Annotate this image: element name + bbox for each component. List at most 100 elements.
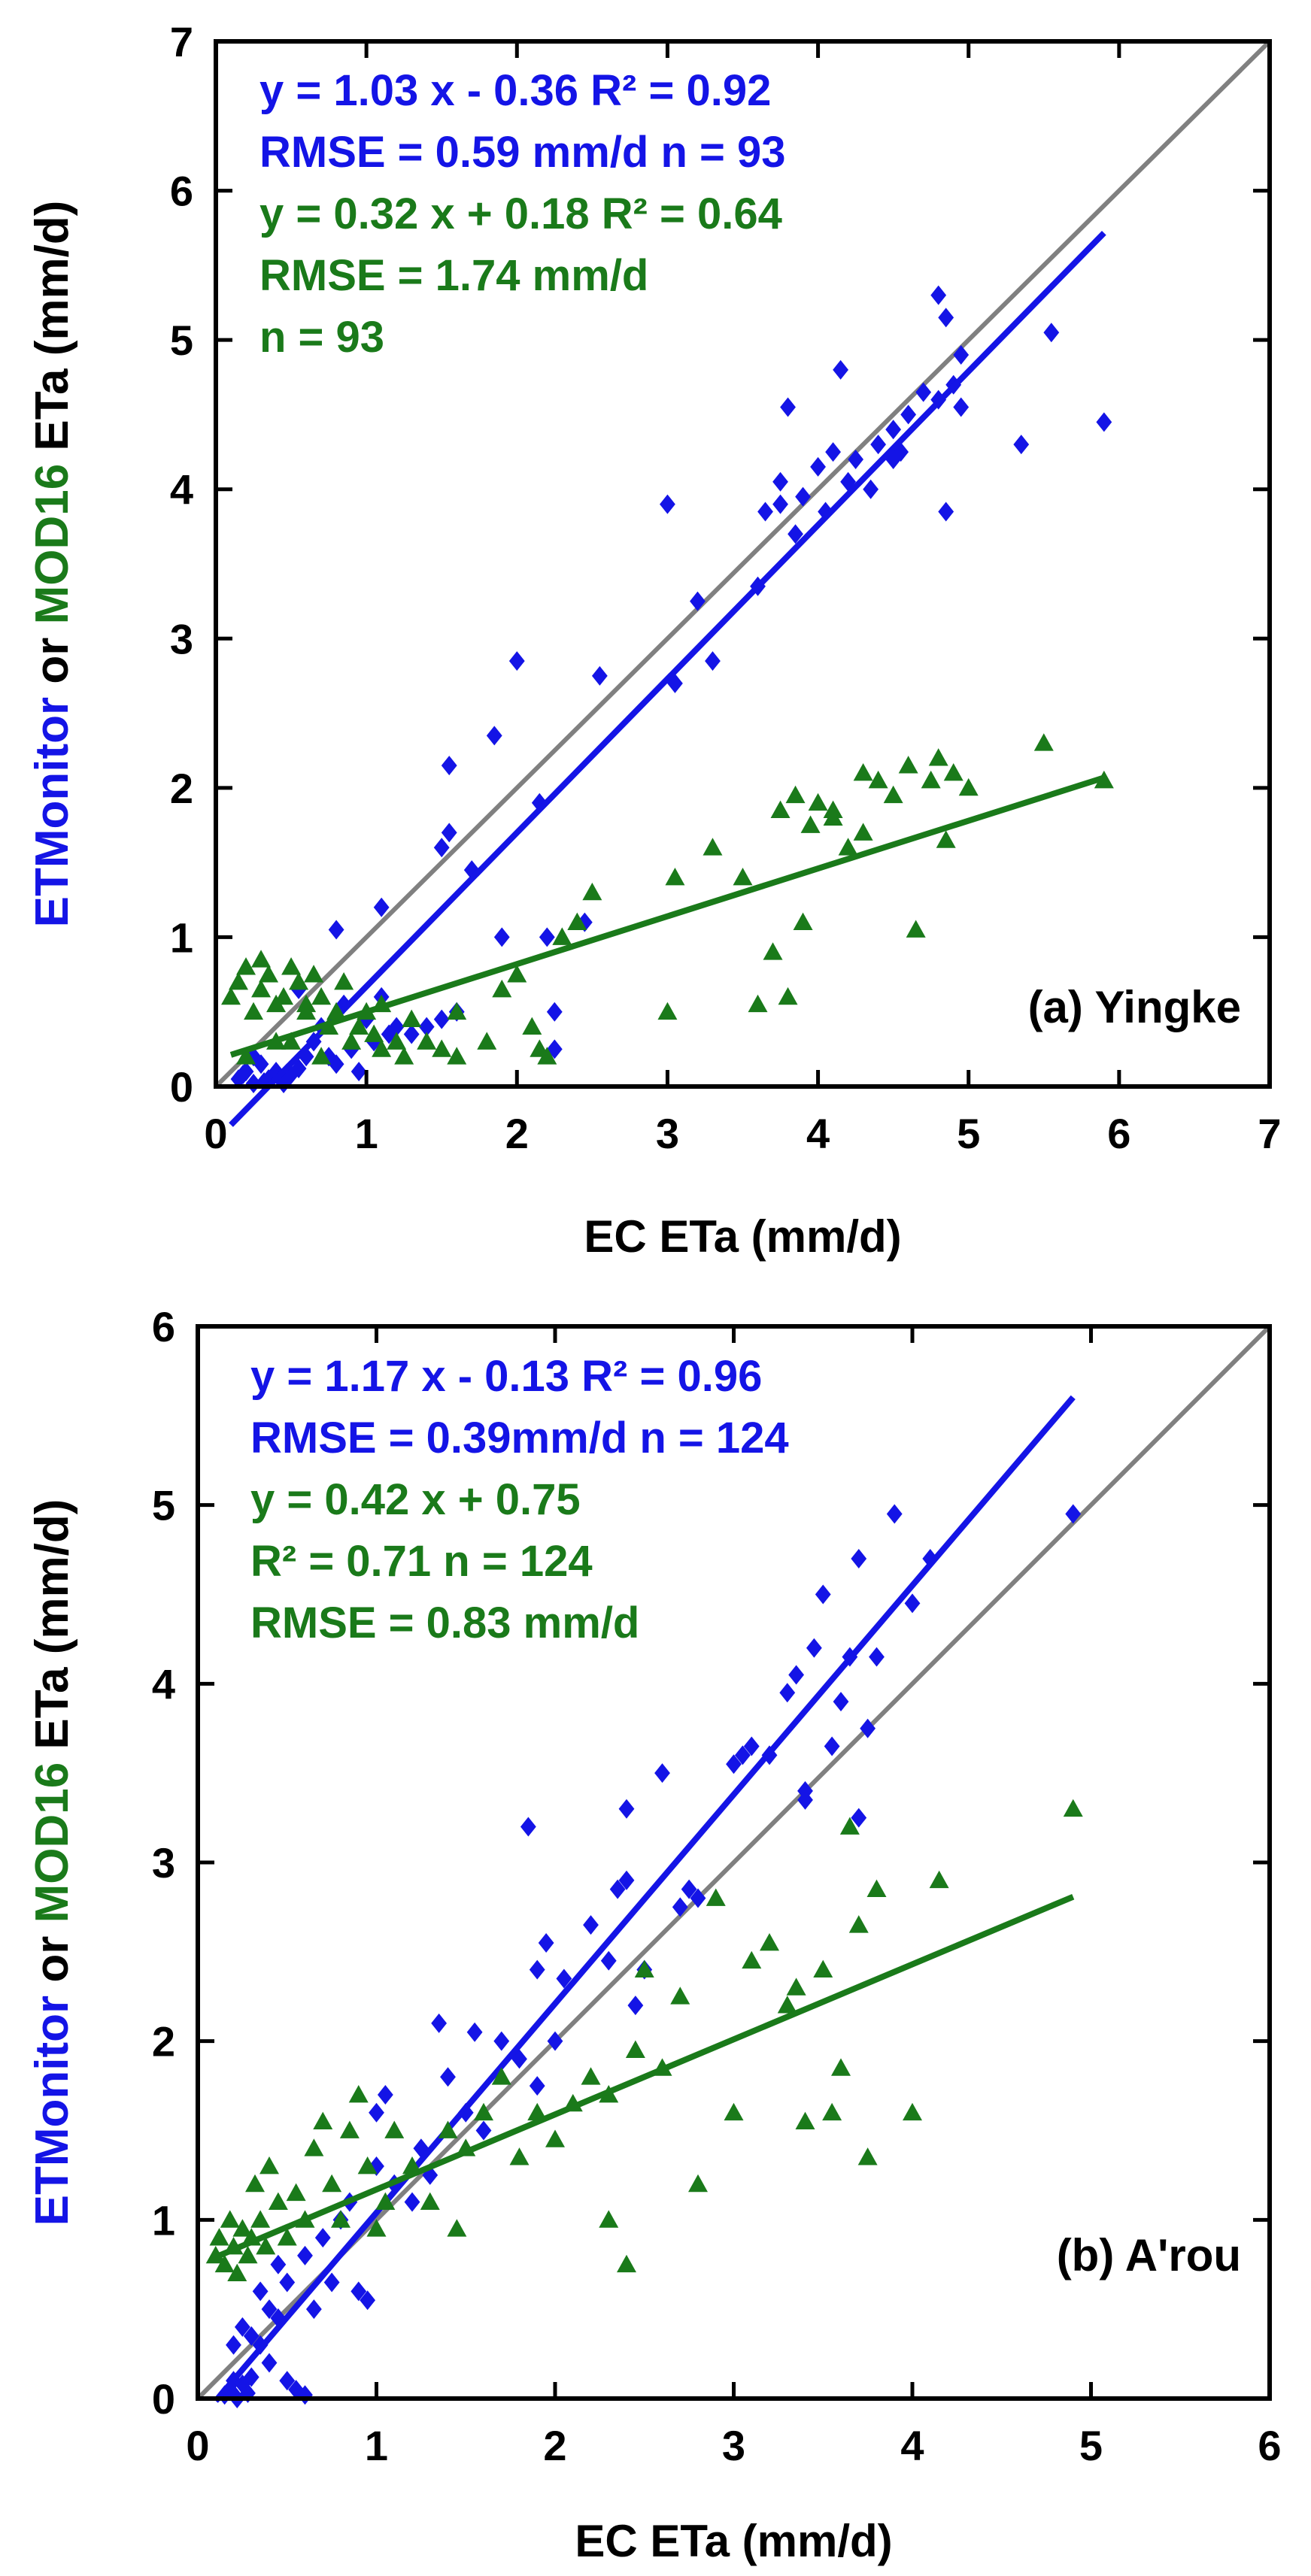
mod16-point	[848, 1915, 869, 1933]
etmonitor-point	[440, 2067, 456, 2087]
y-tick-label: 5	[170, 317, 193, 364]
etmonitor-point	[583, 1915, 599, 1935]
mod16-point	[853, 823, 873, 841]
mod16-point	[357, 2156, 378, 2174]
etmonitor-point	[1065, 1504, 1082, 1524]
mod16-point	[1063, 1799, 1083, 1817]
mod16-point	[537, 1047, 557, 1065]
etmonitor-point	[388, 1017, 405, 1037]
stats-annotation: RMSE = 0.83 mm/d	[250, 1599, 639, 1647]
x-tick-label: 5	[1079, 2422, 1103, 2469]
etmonitor-point	[369, 2102, 384, 2123]
panel-yingke: 0 1 2 3 4 5 6 7 0 1 2 3 4 5 6 7 EC ETa (mm/d) ETMonitor o…	[26, 18, 1282, 1262]
mod16-point	[866, 1879, 887, 1898]
mod16-point	[274, 986, 294, 1005]
y-tick-label: 0	[170, 1063, 193, 1111]
x-tick-label: 4	[806, 1110, 830, 1157]
mod16-point	[625, 2040, 645, 2058]
etmonitor-point	[863, 479, 879, 499]
mod16-point	[670, 1987, 690, 2005]
etmonitor-point	[772, 471, 788, 492]
x-tick-label: 1	[365, 2422, 388, 2469]
mod16-point	[943, 763, 964, 781]
etmonitor-fit-line	[229, 230, 1106, 1127]
etmonitor-point	[953, 345, 970, 365]
etmonitor-point	[404, 2192, 420, 2212]
etmonitor-point	[851, 1808, 867, 1828]
stats-annotation: y = 0.32 x + 0.18 R² = 0.64	[259, 189, 782, 238]
y-axis-label: ETMonitor or MOD16 ETa (mm/d)	[26, 201, 78, 928]
mod16-point	[348, 2084, 369, 2103]
mod16-point	[581, 2067, 601, 2085]
mod16-fit-line	[229, 774, 1106, 1058]
mod16-point	[522, 1017, 542, 1035]
etmonitor-point	[369, 2156, 384, 2177]
etmonitor-point	[833, 1692, 849, 1712]
x-tick-label: 6	[1107, 1110, 1130, 1157]
mod16-point	[432, 1039, 452, 1057]
mod16-point	[527, 2102, 548, 2121]
etmonitor-point	[403, 1024, 420, 1044]
mod16-point	[665, 868, 685, 886]
mod16-point	[221, 986, 241, 1005]
etmonitor-point	[261, 2299, 278, 2320]
mod16-point	[220, 2210, 240, 2228]
mod16-point	[372, 1039, 392, 1057]
mod16-point	[366, 2219, 387, 2237]
x-tick-label: 7	[1258, 1110, 1281, 1157]
stats-annotation: RMSE = 1.74 mm/d	[259, 251, 648, 300]
y-tick-label: 3	[170, 615, 193, 662]
mod16-point	[251, 950, 272, 968]
mod16-point	[786, 1977, 806, 1996]
etmonitor-point	[1096, 412, 1112, 432]
mod16-point	[313, 2111, 333, 2130]
mod16-point	[244, 1002, 264, 1020]
mod16-point	[823, 800, 843, 819]
etmonitor-point	[734, 1745, 751, 1765]
mod16-point	[857, 2147, 878, 2165]
etmonitor-point	[245, 1074, 262, 1094]
etmonitor-point	[806, 1638, 822, 1658]
etmonitor-point	[893, 442, 909, 462]
mod16-point	[477, 1032, 497, 1050]
mod16-point	[250, 2210, 271, 2228]
y-label-mod16: MOD16	[26, 1762, 78, 1923]
plot-frame	[214, 39, 1272, 1089]
mod16-point	[808, 792, 828, 811]
etmonitor-point	[314, 2228, 331, 2248]
stats-annotation: y = 1.03 x - 0.36 R² = 0.92	[259, 66, 771, 115]
etmonitor-point	[270, 2254, 287, 2274]
etmonitor-point	[279, 2272, 296, 2293]
mod16-point	[1033, 733, 1054, 751]
etmonitor-point	[743, 1736, 760, 1756]
stats-annotation: y = 1.17 x - 0.13 R² = 0.96	[250, 1352, 762, 1401]
etmonitor-point	[373, 897, 390, 917]
etmonitor-point	[938, 308, 954, 328]
etmonitor-point	[840, 471, 856, 492]
etmonitor-point	[705, 651, 721, 671]
mod16-point	[724, 2102, 744, 2121]
panel-label: (a) Yingke	[1028, 982, 1241, 1032]
mod16-point	[491, 2067, 511, 2085]
mod16-point	[703, 838, 723, 856]
etmonitor-point	[245, 1047, 262, 1067]
etmonitor-point	[788, 524, 803, 544]
mod16-point	[281, 957, 302, 975]
mod16-point	[417, 1032, 437, 1050]
etmonitor-point	[538, 1932, 554, 1953]
mod16-point	[286, 2183, 306, 2202]
mod16-point	[507, 965, 527, 983]
mod16-point	[793, 912, 813, 930]
etmonitor-point	[261, 2353, 278, 2373]
etmonitor-point	[493, 927, 510, 947]
mod16-point	[567, 912, 587, 930]
etmonitor-point	[915, 382, 932, 402]
etmonitor-point	[1043, 323, 1060, 343]
mod16-point	[688, 2174, 708, 2193]
x-tick-label: 5	[957, 1110, 980, 1157]
mod16-point	[209, 2228, 229, 2246]
y-tick-label: 5	[152, 1482, 175, 1529]
etmonitor-point	[243, 2326, 259, 2346]
mod16-point	[339, 2120, 360, 2138]
